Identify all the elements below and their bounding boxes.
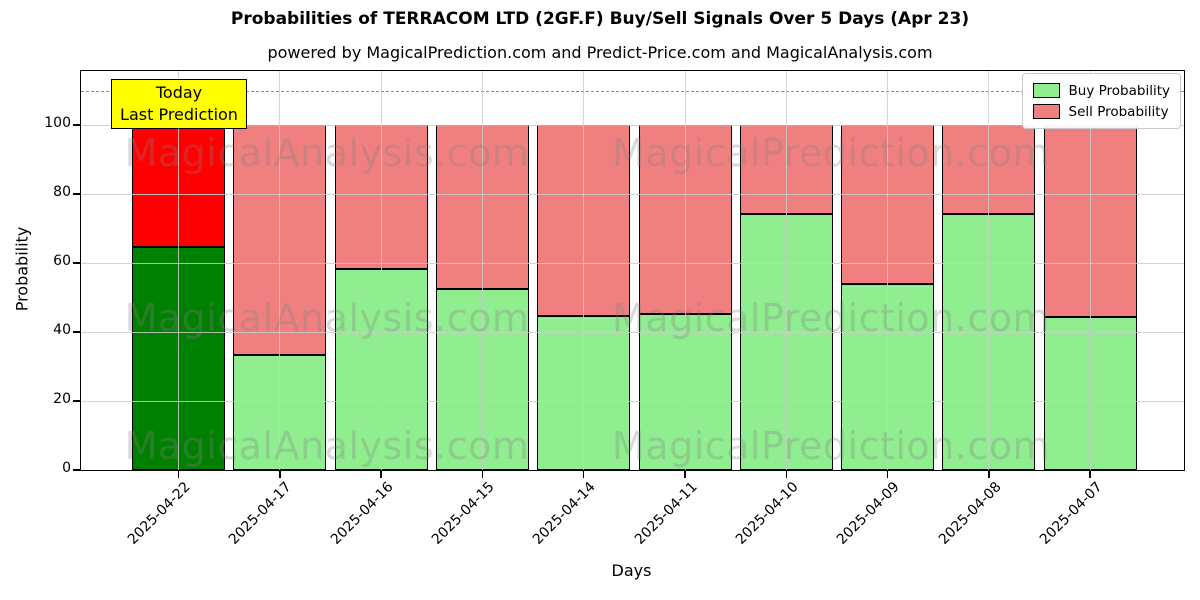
legend-swatch (1032, 104, 1060, 119)
y-tick-mark (73, 400, 80, 402)
y-tick-mark (73, 469, 80, 471)
y-tick-mark (73, 262, 80, 264)
x-axis-label: Days (611, 561, 652, 580)
x-tick-label: 2025-04-10 (732, 479, 802, 548)
x-tick-label: 2025-04-14 (530, 479, 600, 548)
gridline-vertical (785, 71, 787, 470)
watermark-left: MagicalAnalysis.com (124, 296, 530, 340)
legend-swatch (1032, 83, 1060, 98)
gridline-horizontal (81, 262, 1184, 264)
gridline-horizontal (81, 331, 1184, 333)
x-tick-mark (785, 471, 788, 478)
x-tick-mark (988, 471, 990, 478)
annotation-line-2: Last Prediction (120, 105, 238, 124)
watermark-right: MagicalPrediction.com (612, 296, 1050, 340)
gridline-vertical (279, 71, 281, 470)
chart-subtitle: powered by MagicalPrediction.com and Pre… (267, 43, 933, 62)
gridline-vertical (684, 71, 686, 470)
legend-item: Buy Probability (1032, 80, 1170, 101)
gridline-vertical (380, 71, 382, 470)
legend: Buy Probability Sell Probability (1021, 73, 1181, 129)
y-tick-mark (73, 193, 80, 195)
x-tick-mark (177, 471, 180, 478)
y-tick-label: 20 (53, 391, 71, 408)
gridline-vertical (481, 71, 483, 470)
gridline-horizontal (81, 193, 1184, 195)
x-tick-label: 2025-04-22 (124, 479, 194, 548)
x-tick-mark (380, 471, 382, 478)
x-tick-mark (886, 471, 889, 478)
x-tick-mark (481, 471, 484, 478)
gridline-horizontal (81, 400, 1184, 402)
gridline-horizontal (81, 124, 1184, 126)
watermark-right: MagicalPrediction.com (612, 131, 1050, 175)
x-tick-label: 2025-04-08 (935, 479, 1005, 548)
gridline-vertical (583, 71, 585, 470)
watermark-left: MagicalAnalysis.com (124, 131, 530, 175)
legend-label: Sell Probability (1068, 103, 1169, 120)
gridline-vertical (988, 71, 990, 470)
gridline-vertical (887, 71, 889, 470)
today-annotation-box: Today Last Prediction (111, 79, 247, 129)
watermark-right: MagicalPrediction.com (612, 424, 1050, 468)
legend-item: Sell Probability (1032, 101, 1170, 122)
legend-label: Buy Probability (1068, 82, 1170, 99)
x-tick-label: 2025-04-11 (631, 479, 701, 548)
x-tick-label: 2025-04-15 (428, 479, 498, 548)
y-tick-label: 80 (53, 184, 71, 201)
x-tick-mark (582, 471, 585, 478)
x-tick-mark (279, 471, 281, 478)
gridline-vertical (1089, 71, 1091, 470)
gridline-vertical (178, 71, 179, 470)
y-tick-mark (73, 124, 80, 126)
x-tick-label: 2025-04-17 (226, 479, 296, 548)
chart-title: Probabilities of TERRACOM LTD (2GF.F) Bu… (230, 9, 970, 29)
y-tick-label: 100 (44, 115, 71, 132)
y-tick-label: 0 (62, 460, 71, 476)
y-tick-label: 60 (53, 253, 71, 270)
y-tick-label: 40 (53, 322, 71, 339)
x-tick-label: 2025-04-16 (327, 479, 397, 548)
x-tick-mark (684, 471, 686, 478)
watermark-left: MagicalAnalysis.com (124, 424, 530, 468)
x-tick-label: 2025-04-09 (834, 479, 903, 548)
plot-area: 0 20 40 60 80 100 2025-04-22 2025-04-17 2025-04-… (44, 70, 1185, 548)
annotation-line-1: Today (155, 83, 203, 102)
threshold-dashed-line (81, 90, 1184, 92)
y-tick-mark (73, 331, 80, 333)
x-tick-label: 2025-04-07 (1036, 479, 1106, 548)
x-tick-mark (1089, 471, 1091, 478)
